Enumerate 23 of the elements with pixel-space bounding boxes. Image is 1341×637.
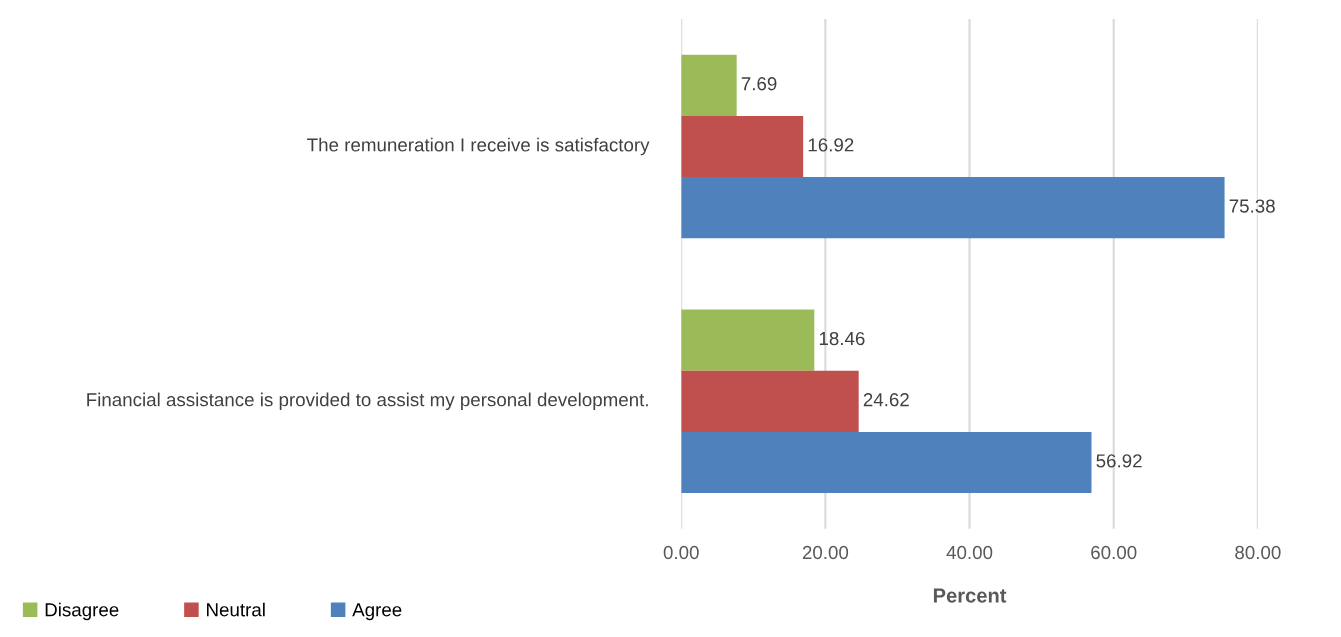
data-label: 16.92 [808, 138, 854, 152]
bar [681, 431, 1092, 494]
bar [681, 370, 859, 432]
x-tick-label: 0.00 [663, 545, 699, 560]
y-tick-label: Financial assistance is provided to assist my personal development. [87, 392, 648, 411]
bar [681, 309, 815, 371]
legend-label: Neutral [207, 602, 265, 617]
x-tick-label: 60.00 [1091, 545, 1137, 560]
legend-label: Disagree [45, 602, 119, 621]
data-label: 75.38 [1229, 199, 1275, 213]
data-label: 7.69 [741, 77, 777, 91]
bar [681, 177, 1225, 239]
data-label: 24.62 [863, 393, 909, 407]
x-tick-label: 40.00 [946, 545, 993, 560]
bar [681, 54, 737, 116]
x-tick-label: 80.00 [1235, 545, 1281, 560]
legend-label: Agree [352, 603, 402, 621]
y-tick-label: The remuneration I receive is satisfactory [307, 137, 650, 156]
data-label: 56.92 [1096, 454, 1142, 468]
data-label: 18.46 [819, 331, 865, 346]
x-axis-title: Percent [933, 588, 1007, 603]
x-tick-label: 20.00 [802, 545, 849, 560]
bar [681, 115, 804, 178]
